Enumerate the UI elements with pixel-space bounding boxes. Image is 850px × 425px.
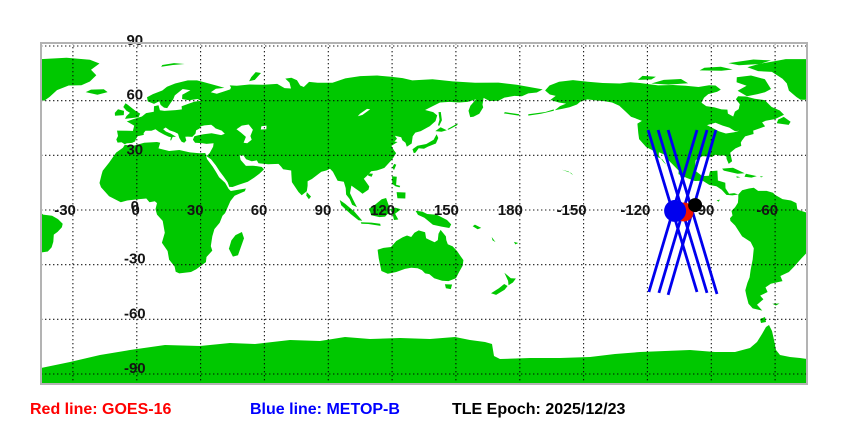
aral-sea <box>260 125 267 130</box>
landmass-queen-elizabeth-islands <box>699 66 733 71</box>
landmass-honshu <box>412 134 439 154</box>
landmass-madagascar <box>228 232 244 257</box>
landmass-victoria-island <box>651 79 689 85</box>
landmass-baffin-island <box>736 75 771 97</box>
landmass-south-america <box>730 187 807 311</box>
landmass-sulawesi <box>390 207 401 220</box>
lon-label--60: -60 <box>756 202 778 219</box>
landmass-ellesmere <box>728 59 771 66</box>
legend-metopb: Blue line: METOP-B <box>250 401 400 418</box>
lon-label-90: 90 <box>315 202 332 219</box>
tick-labels: -30 0 30 60 90 120 150 180 -150 -120 -90 -60 90 60 30 0… <box>54 32 778 377</box>
legend-goes16: Red line: GOES-16 <box>30 401 172 418</box>
landmass-brazil-east <box>41 212 63 253</box>
satellite-markers <box>664 198 703 222</box>
lat-label-90: 90 <box>126 32 143 49</box>
landmass-antarctica-islet <box>760 317 766 323</box>
caspian-sea <box>236 124 253 144</box>
landmass-newfoundland <box>776 116 791 125</box>
lon-label-60: 60 <box>251 202 268 219</box>
landmass-jamaica <box>736 176 741 178</box>
landmass-sri-lanka <box>306 192 311 200</box>
landmass-vanuatu <box>491 237 496 243</box>
plot-border <box>40 42 808 385</box>
landmass-great-britain <box>123 103 141 119</box>
landmass-aleutians-east <box>528 109 554 116</box>
lake-baikal <box>357 108 371 117</box>
landmass-iceland <box>85 89 108 95</box>
lon-label-150: 150 <box>434 202 459 219</box>
landmass-puerto-rico <box>760 176 764 178</box>
landmass-banks-island <box>637 75 656 80</box>
landmass-solomons <box>472 224 482 230</box>
landmasses <box>41 57 807 384</box>
landmass-new-guinea <box>415 210 452 228</box>
lat-label--90: -90 <box>124 360 146 377</box>
legend-tle-epoch: TLE Epoch: 2025/12/23 <box>452 401 626 418</box>
lon-label-30: 30 <box>187 202 204 219</box>
lat-label-30: 30 <box>126 141 143 158</box>
landmass-luzon <box>392 176 401 188</box>
landmass-taiwan <box>392 163 397 171</box>
landmass-svalbard <box>161 63 185 67</box>
lon-label-0: 0 <box>131 202 139 219</box>
landmass-sakhalin <box>438 112 442 126</box>
landmass-antarctica <box>41 325 807 384</box>
lat-label-0: 0 <box>131 198 139 215</box>
landmass-hispaniola <box>744 173 757 178</box>
metopb-position-dot <box>664 199 687 222</box>
lat-label--60: -60 <box>124 305 146 322</box>
landmass-kuril <box>447 123 458 130</box>
lon-label--30: -30 <box>54 202 76 219</box>
great-lakes <box>707 122 740 134</box>
landmass-cuba <box>722 167 745 174</box>
landmass-nz-south <box>491 284 508 295</box>
landmass-aleutians-west <box>503 112 520 116</box>
graticule <box>41 43 807 384</box>
landmass-fiji <box>514 241 519 245</box>
landmass-africa <box>99 142 246 274</box>
landmass-eurasia <box>116 75 543 208</box>
landmass-nz-north <box>504 272 516 286</box>
landmass-galapagos <box>716 199 720 202</box>
lat-label-60: 60 <box>126 87 143 104</box>
landmass-australia <box>377 229 464 282</box>
lakes <box>236 108 740 144</box>
landmass-falklands <box>772 303 780 306</box>
lon-label-180: 180 <box>498 202 523 219</box>
landmass-java <box>360 222 381 226</box>
landmass-ireland <box>114 109 124 116</box>
landmass-tasmania <box>444 284 453 290</box>
black-dot-dot <box>688 198 703 213</box>
lon-label-120: 120 <box>370 202 395 219</box>
landmass-greenland-west <box>747 59 807 100</box>
landmass-borneo <box>369 198 390 218</box>
landmass-greenland-east <box>41 57 100 101</box>
lon-label--120: -120 <box>620 202 650 219</box>
landmass-sumatra <box>339 200 363 221</box>
landmass-hainan <box>368 173 373 177</box>
landmass-mindanao <box>396 192 406 199</box>
lon-label--150: -150 <box>557 202 587 219</box>
lat-label--30: -30 <box>124 251 146 268</box>
landmass-north-america <box>545 80 784 196</box>
landmass-hokkaido <box>435 127 447 132</box>
landmass-novaya-zemlya <box>249 72 261 82</box>
